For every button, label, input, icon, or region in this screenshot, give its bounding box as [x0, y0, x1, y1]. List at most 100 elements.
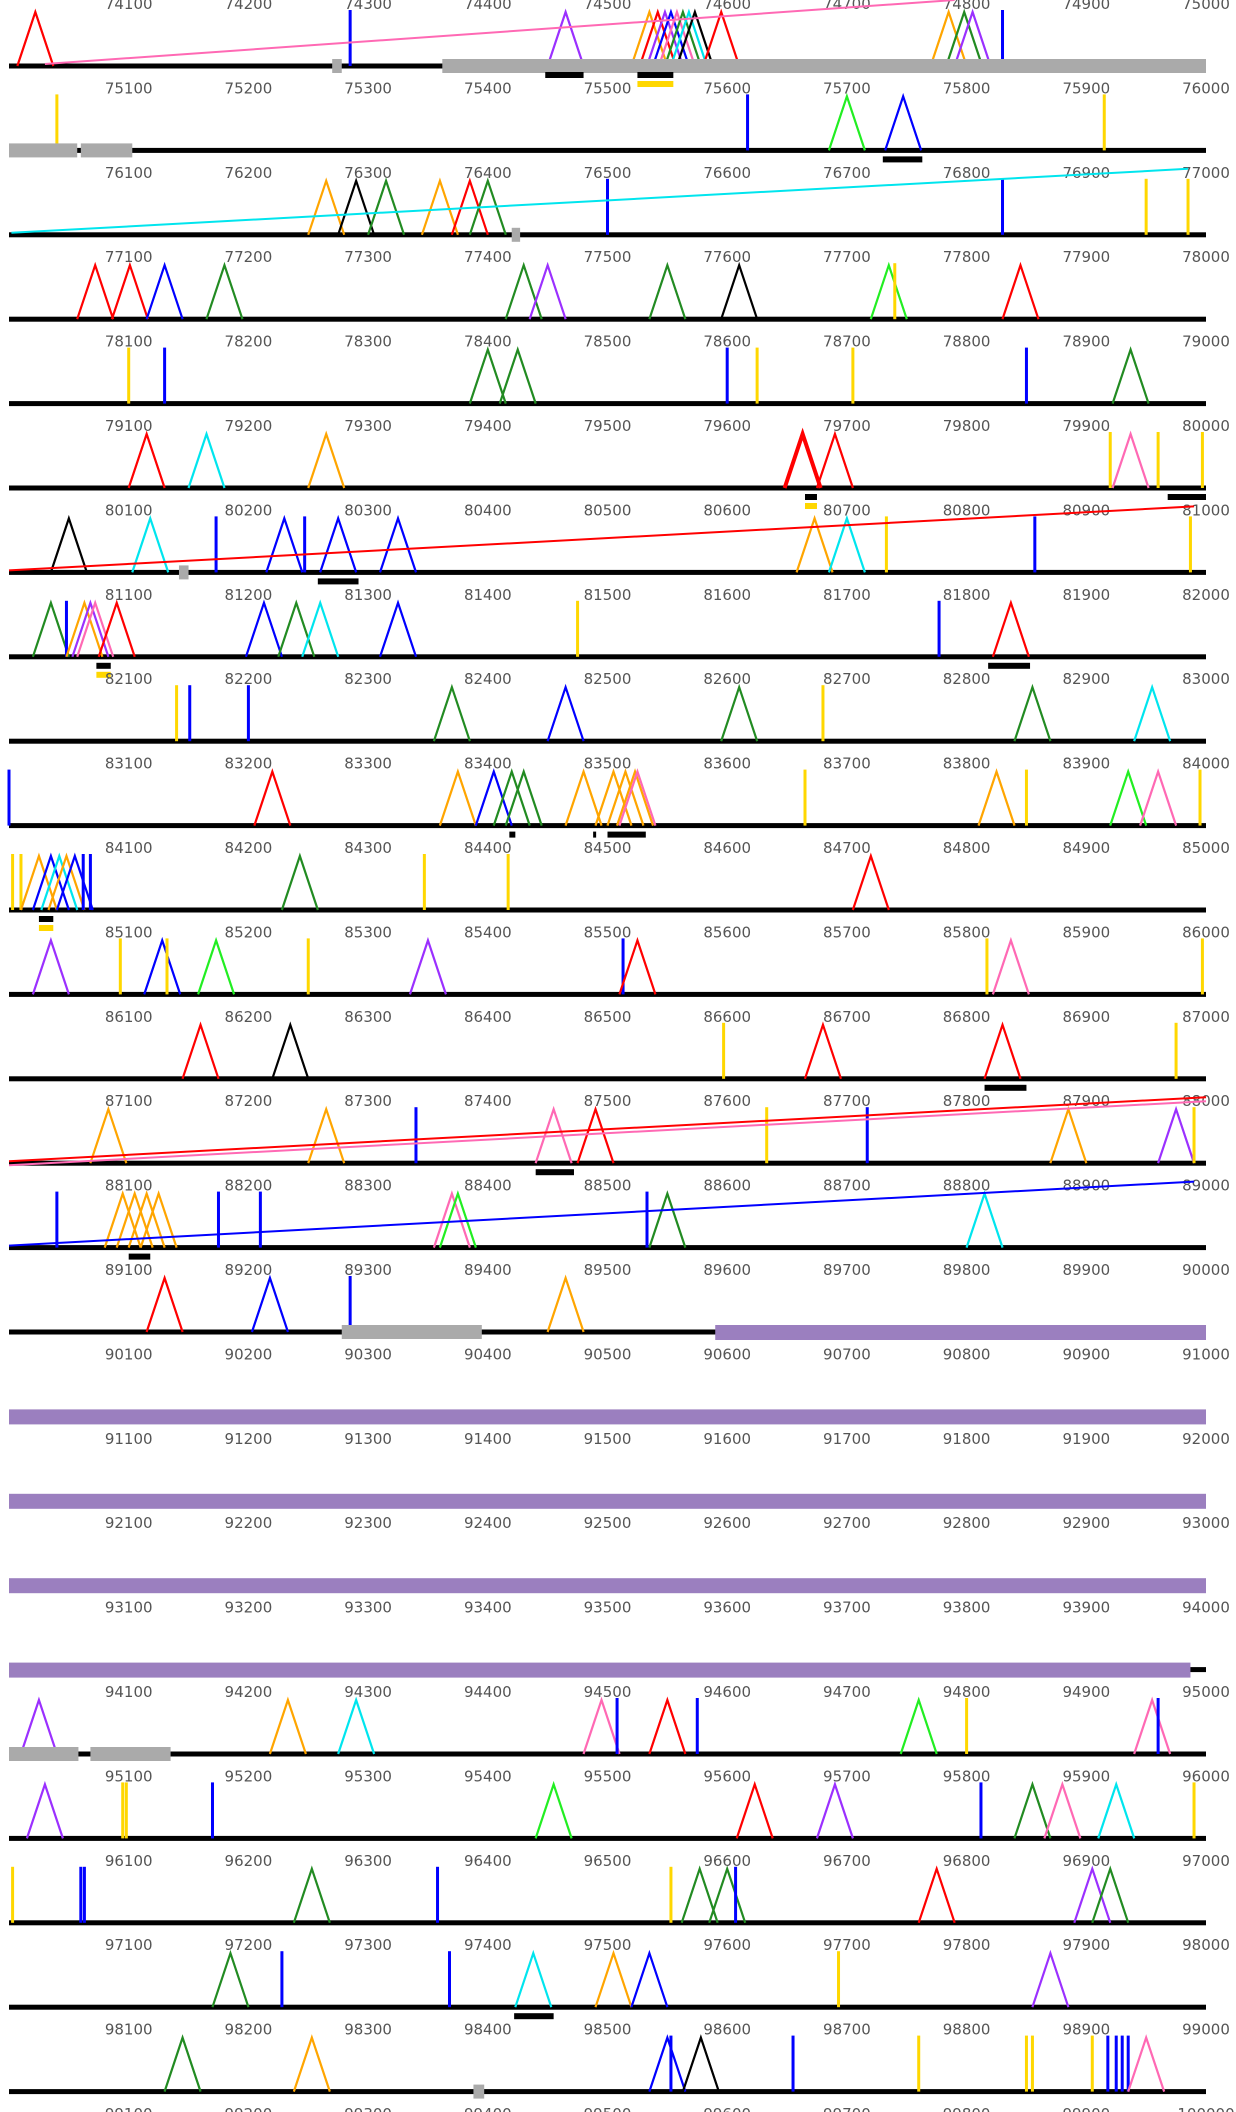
tick-label: 79100	[105, 417, 153, 435]
peak-marker	[1133, 683, 1172, 742]
bar-marker	[645, 1191, 649, 1248]
annotation-block	[535, 1169, 574, 1176]
tick-label: 75500	[584, 79, 632, 97]
bar-marker	[606, 178, 609, 235]
tick-label: 94900	[1062, 1683, 1110, 1701]
gap-block	[9, 1747, 79, 1761]
tick-label: 100000	[1177, 2105, 1234, 2112]
tick-label: 76600	[703, 164, 751, 182]
gap-block	[511, 227, 521, 242]
peak-marker	[498, 346, 537, 404]
tick-label: 95300	[344, 1767, 392, 1785]
tick-label: 87500	[584, 1092, 632, 1110]
bar-marker	[506, 854, 510, 910]
peak-marker	[720, 261, 759, 320]
gap-block	[90, 1747, 171, 1761]
bar-marker	[165, 938, 169, 995]
bar-marker	[214, 516, 218, 573]
peak-marker	[432, 1190, 471, 1248]
gap-block	[178, 565, 189, 580]
tick-label: 89900	[1062, 1261, 1110, 1279]
tick-label: 94600	[703, 1683, 751, 1701]
tick-label: 84000	[1182, 755, 1230, 773]
peak-marker	[1013, 1780, 1052, 1839]
peak-marker	[301, 599, 340, 658]
peak-marker	[19, 1696, 58, 1755]
peak-marker	[31, 936, 70, 995]
tick-label: 88600	[703, 1177, 751, 1195]
peak-marker	[1133, 1696, 1172, 1755]
bar-marker	[734, 1866, 738, 1923]
bar-marker	[725, 347, 729, 404]
tick-label: 74800	[943, 0, 991, 13]
peak-marker	[702, 8, 741, 67]
peak-marker	[205, 261, 244, 320]
peak-marker	[945, 8, 984, 67]
annotation-block	[637, 72, 674, 78]
tick-label: 84300	[344, 839, 392, 857]
tick-label: 86200	[225, 1008, 273, 1026]
tick-label: 77700	[823, 248, 871, 266]
tick-label: 76500	[584, 164, 632, 182]
tick-label: 93600	[703, 1599, 751, 1617]
tick-label: 79200	[225, 417, 273, 435]
bar-marker	[1106, 2035, 1110, 2092]
peak-marker	[663, 8, 702, 67]
scaffold-line	[9, 1329, 1206, 1335]
peak-marker	[16, 8, 55, 67]
bar-marker	[1102, 94, 1106, 151]
peak-marker	[815, 430, 854, 489]
peak-marker	[378, 514, 418, 573]
track-row: 98100 98200 98300 98400 98500 98600 98700 98800…	[9, 2021, 1230, 2099]
peak-marker	[408, 936, 447, 995]
tick-label: 74600	[703, 0, 751, 13]
tick-label: 92600	[703, 1514, 751, 1532]
tick-label: 91700	[823, 1430, 871, 1448]
bar-marker	[79, 1866, 83, 1923]
peak-marker	[504, 261, 543, 320]
tick-label: 82600	[703, 670, 751, 688]
tick-label: 83000	[1182, 670, 1230, 688]
tick-label: 76200	[225, 164, 273, 182]
tick-label: 87000	[1182, 1008, 1230, 1026]
bar-marker	[755, 347, 759, 404]
peak-marker	[268, 1696, 307, 1755]
tick-label: 87400	[464, 1092, 512, 1110]
tick-label: 90000	[1182, 1261, 1230, 1279]
tick-label: 87800	[943, 1092, 991, 1110]
scaffold-line	[9, 147, 1206, 153]
repeat-band	[9, 1578, 1206, 1594]
bar-marker	[695, 1698, 699, 1754]
tick-label: 88900	[1062, 1177, 1110, 1195]
tick-label: 90200	[225, 1345, 273, 1363]
bar-marker	[55, 1191, 59, 1248]
peak-marker	[618, 936, 657, 995]
tick-label: 78100	[105, 333, 153, 351]
peak-marker	[244, 599, 284, 658]
tick-label: 91900	[1062, 1430, 1110, 1448]
track-row: 88100 88200 88300 88400 88500 88600 88700 88800…	[8, 1177, 1230, 1260]
scaffold-line	[9, 1751, 1206, 1757]
bar-marker	[188, 685, 192, 742]
peak-marker	[669, 8, 708, 67]
bar-marker	[893, 263, 897, 320]
peak-marker	[55, 852, 94, 911]
tick-label: 91300	[344, 1430, 392, 1448]
tick-label: 82300	[344, 670, 392, 688]
tick-label: 76100	[105, 164, 153, 182]
link-line	[8, 1100, 1207, 1167]
peak-marker	[468, 177, 507, 236]
bar-marker	[447, 1951, 451, 2008]
peak-marker	[378, 599, 418, 658]
track-row: 94100 94200 94300 94400 94500 94600 94700 94800…	[9, 1683, 1230, 1761]
tick-label: 75200	[225, 79, 273, 97]
peak-marker	[1073, 1865, 1112, 1924]
bar-marker	[884, 516, 888, 573]
gap-block	[9, 143, 78, 158]
scaffold-line	[9, 2089, 1206, 2095]
bar-marker	[1033, 516, 1037, 573]
peak-marker	[97, 599, 136, 658]
track-row: 77100 77200 77300 77400 77500 77600 77700 77800…	[9, 248, 1230, 322]
tick-label: 97400	[464, 1936, 512, 1954]
bar-marker	[1144, 178, 1148, 235]
